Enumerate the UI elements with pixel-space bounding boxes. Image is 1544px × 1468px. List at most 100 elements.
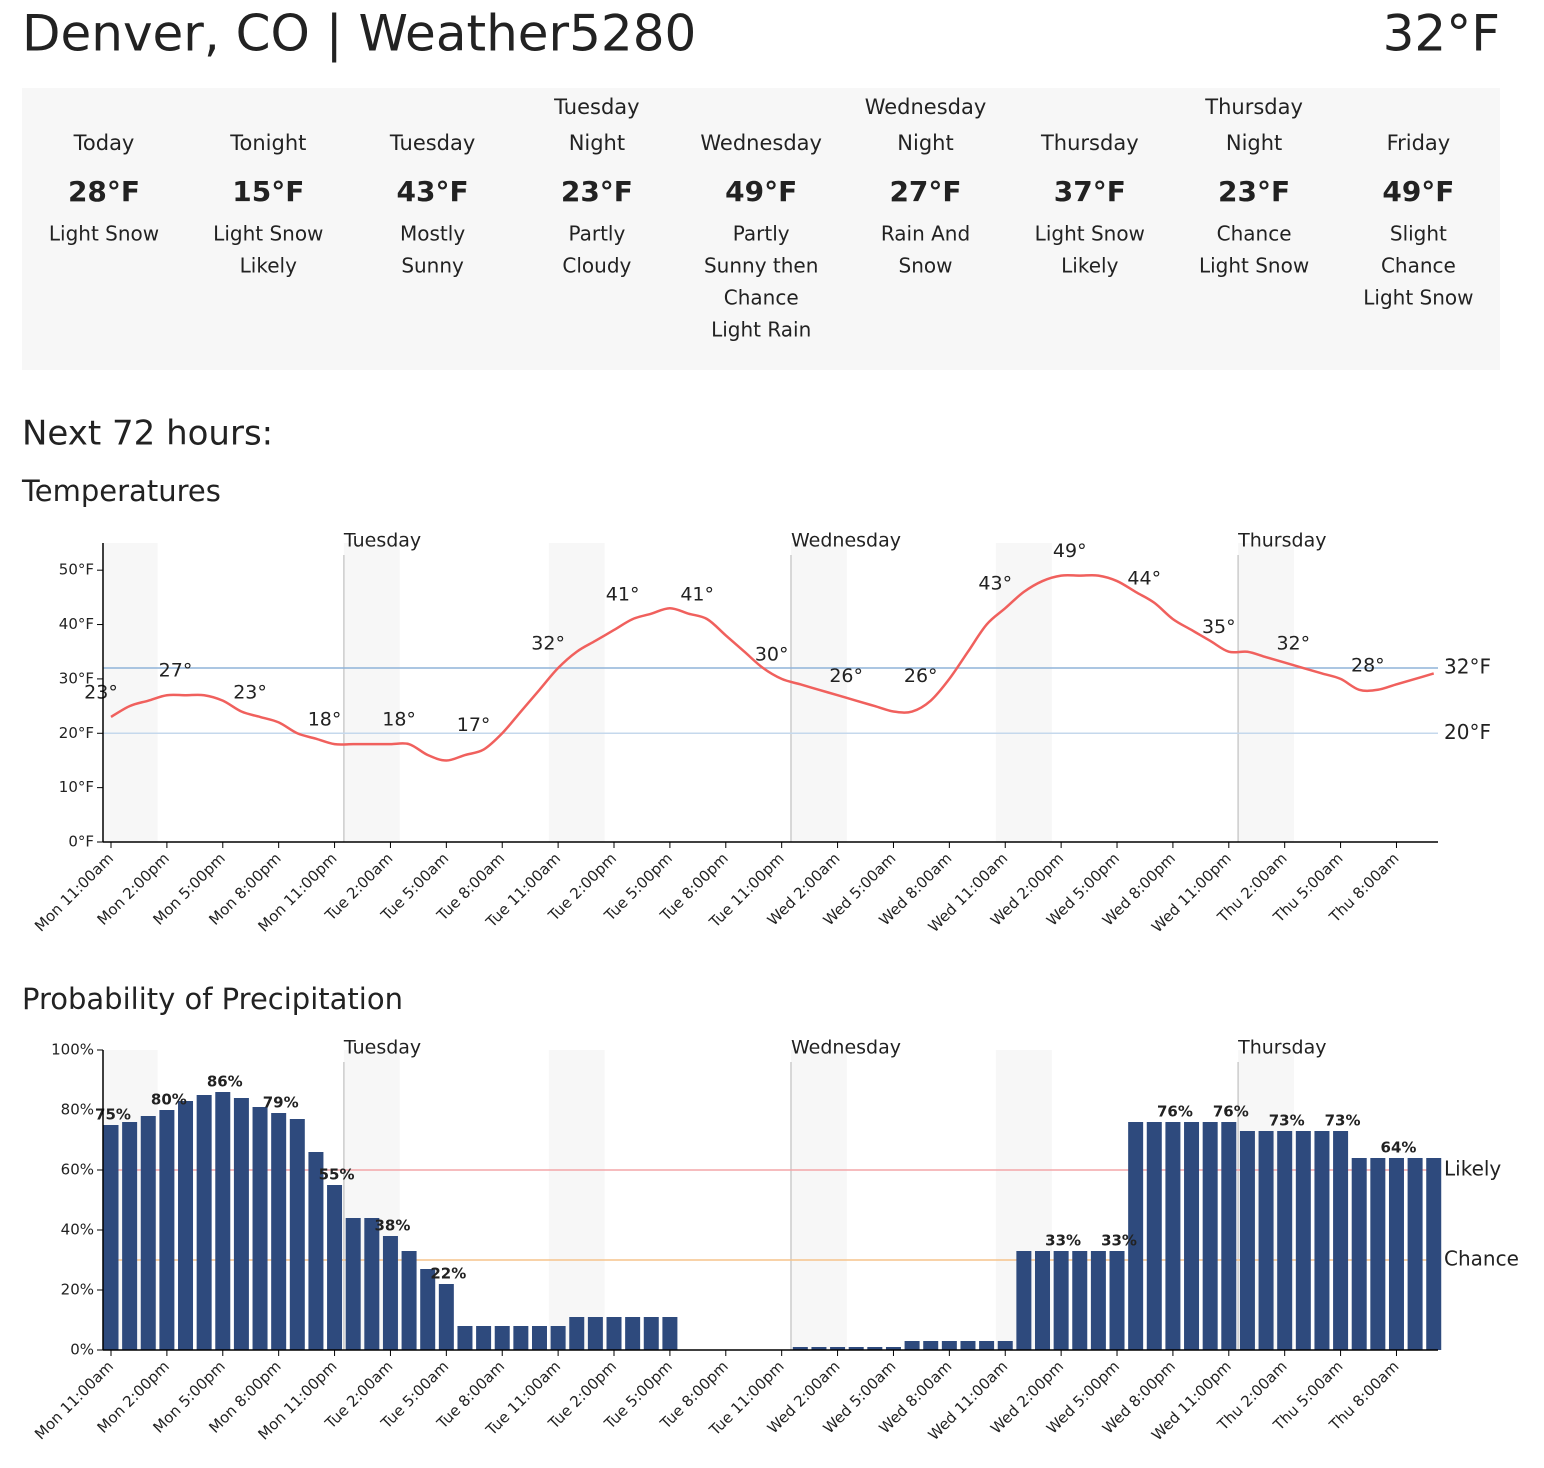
bar — [1221, 1122, 1237, 1350]
period-name: Wednesday — [865, 95, 987, 119]
value-label: 41° — [606, 584, 640, 606]
value-label: 26° — [904, 665, 938, 687]
period-description: Chance — [1381, 254, 1456, 278]
bar — [438, 1284, 454, 1350]
bar — [1109, 1251, 1125, 1350]
y-tick-label: 80% — [61, 1101, 94, 1119]
bar — [1239, 1131, 1255, 1350]
bar — [848, 1347, 864, 1350]
bar — [830, 1347, 846, 1350]
bar — [382, 1236, 398, 1350]
period-temp: 23°F — [1218, 175, 1290, 208]
period-description: Snow — [899, 254, 953, 278]
reference-label: 20°F — [1444, 720, 1491, 744]
bar — [606, 1317, 622, 1350]
period-description: Sunny then — [704, 254, 818, 278]
period-description: Slight — [1390, 222, 1447, 246]
bar — [885, 1347, 901, 1350]
night-shade — [548, 1050, 605, 1350]
bar — [271, 1113, 287, 1350]
bar — [1072, 1251, 1088, 1350]
bar — [1184, 1122, 1200, 1350]
period-temp: 49°F — [1382, 175, 1454, 208]
bar — [1351, 1158, 1367, 1350]
bar — [792, 1347, 808, 1350]
period-temp: 43°F — [397, 175, 469, 208]
bar — [1258, 1131, 1274, 1350]
temperature-line — [110, 573, 1435, 762]
period-description: Partly — [568, 222, 625, 246]
bar — [252, 1107, 268, 1350]
bar — [662, 1317, 678, 1350]
bar — [140, 1116, 156, 1350]
bar — [159, 1110, 175, 1350]
bar — [215, 1092, 231, 1350]
bar — [233, 1098, 249, 1350]
bar — [308, 1152, 324, 1350]
period-description: Likely — [1061, 254, 1118, 278]
current-temp: 32°F — [1383, 5, 1500, 63]
bar — [811, 1347, 827, 1350]
bar — [401, 1251, 417, 1350]
y-tick-label: 0°F — [68, 833, 94, 851]
bar — [569, 1317, 585, 1350]
period-name: Thursday — [1204, 95, 1303, 119]
value-label: 76% — [1157, 1103, 1193, 1121]
bar — [1407, 1158, 1423, 1350]
y-tick-label: 40°F — [59, 615, 94, 633]
value-label: 32° — [531, 633, 565, 655]
bar — [1277, 1131, 1293, 1350]
night-shade — [790, 543, 847, 842]
chart-title: Probability of Precipitation — [22, 982, 403, 1016]
day-label: Tuesday — [343, 1037, 421, 1059]
period-description: Partly — [733, 222, 790, 246]
day-label: Thursday — [1237, 1037, 1326, 1059]
value-label: 43° — [978, 573, 1012, 595]
period-description: Light Snow — [1035, 222, 1145, 246]
bar — [904, 1341, 920, 1350]
value-label: 18° — [382, 709, 416, 731]
period-description: Light Rain — [711, 318, 811, 342]
value-label: 33% — [1101, 1232, 1137, 1250]
bar — [178, 1101, 194, 1350]
value-label: 23° — [84, 681, 118, 703]
period-name: Wednesday — [700, 131, 822, 155]
value-label: 55% — [319, 1166, 355, 1184]
period-temp: 49°F — [725, 175, 797, 208]
day-label: Wednesday — [791, 1037, 901, 1059]
bar — [1370, 1158, 1386, 1350]
bar — [345, 1218, 361, 1350]
bar — [1202, 1122, 1218, 1350]
bar — [997, 1341, 1013, 1350]
value-label: 79% — [263, 1094, 299, 1112]
period-temp: 23°F — [561, 175, 633, 208]
bar — [1090, 1251, 1106, 1350]
bar — [1128, 1122, 1144, 1350]
bar — [196, 1095, 212, 1350]
period-name: Friday — [1387, 131, 1451, 155]
chart-title: Temperatures — [21, 474, 221, 508]
bar — [1146, 1122, 1162, 1350]
value-label: 44° — [1127, 567, 1161, 589]
bar — [960, 1341, 976, 1350]
bar — [867, 1347, 883, 1350]
period-description: Likely — [240, 254, 297, 278]
bar — [923, 1341, 939, 1350]
value-label: 28° — [1351, 654, 1385, 676]
bar — [1016, 1251, 1032, 1350]
reference-label: 32°F — [1444, 655, 1491, 679]
y-tick-label: 0% — [70, 1341, 94, 1359]
period-description: Light Snow — [49, 222, 159, 246]
period-description: Light Snow — [213, 222, 323, 246]
bar — [513, 1326, 529, 1350]
period-name: Night — [1226, 131, 1282, 155]
bar — [1053, 1251, 1069, 1350]
value-label: 64% — [1381, 1139, 1417, 1157]
bar — [941, 1341, 957, 1350]
period-name: Night — [897, 131, 953, 155]
reference-label: Chance — [1444, 1247, 1519, 1271]
bar — [476, 1326, 492, 1350]
night-shade — [548, 543, 605, 842]
period-temp: 27°F — [889, 175, 961, 208]
